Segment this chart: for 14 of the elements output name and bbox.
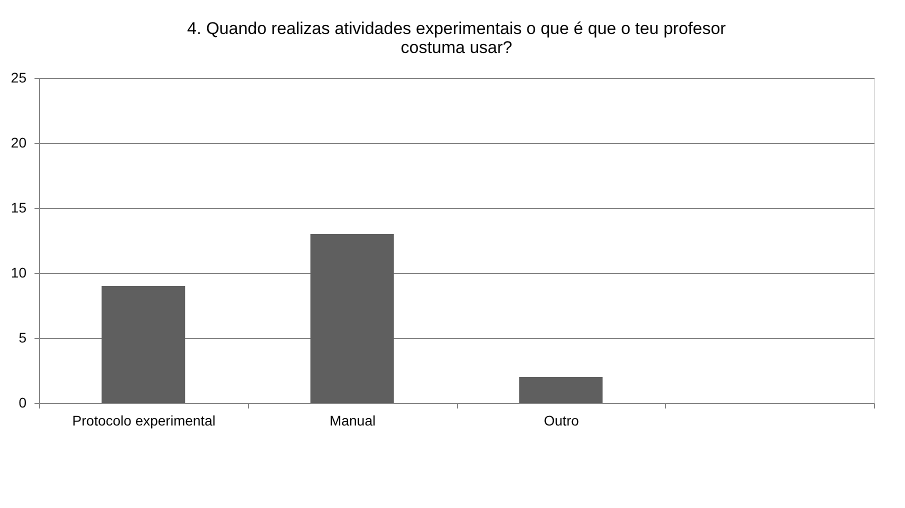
bar (102, 286, 186, 403)
y-tick-label: 5 (18, 330, 27, 346)
y-tick-label: 20 (10, 134, 27, 150)
x-tick-label: Protocolo experimental (72, 412, 216, 428)
y-tick-label: 10 (10, 264, 27, 280)
bar (519, 377, 603, 403)
bar (310, 234, 394, 403)
x-tick-label: Outro (544, 412, 580, 428)
y-tick-label: 15 (10, 200, 27, 216)
text: 4. Quando realizas atividades experimentais o que é que o teu profesor (187, 19, 726, 38)
y-tick-label: 25 (10, 70, 27, 86)
x-tick-label: Manual (330, 412, 376, 428)
y-tick-label: 0 (18, 394, 27, 410)
text: costuma usar? (400, 38, 512, 57)
